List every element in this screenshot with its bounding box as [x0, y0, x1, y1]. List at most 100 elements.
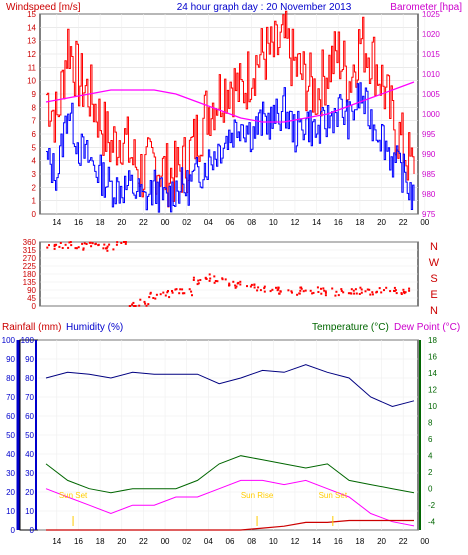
direction-point — [309, 289, 312, 292]
x-tick-label: 16 — [334, 537, 343, 546]
baro-tick-label: 995 — [422, 130, 436, 139]
wind-tick-label: 3 — [32, 170, 37, 179]
direction-point — [91, 242, 94, 245]
baro-tick-label: 1020 — [422, 30, 440, 39]
temperature-tick-label: -4 — [428, 518, 436, 527]
direction-point — [349, 292, 352, 295]
direction-point — [257, 286, 260, 289]
direction-point — [221, 278, 224, 281]
direction-point — [149, 291, 152, 294]
direction-point — [102, 247, 105, 250]
direction-point — [192, 276, 195, 279]
x-tick-label: 08 — [247, 218, 256, 227]
humidity-tick-label: 70 — [25, 393, 34, 402]
compass-label: N — [430, 305, 438, 317]
direction-point — [331, 287, 334, 290]
x-tick-label: 10 — [269, 218, 278, 227]
direction-point — [166, 291, 169, 294]
direction-point — [82, 248, 85, 251]
x-tick-label: 18 — [355, 218, 364, 227]
x-tick-label: 20 — [117, 537, 126, 546]
x-tick-label: 00 — [161, 537, 170, 546]
x-tick-label: 10 — [269, 537, 278, 546]
direction-point — [139, 298, 142, 301]
direction-point — [55, 243, 58, 246]
direction-point — [263, 287, 266, 290]
direction-point — [197, 279, 200, 282]
direction-point — [138, 304, 141, 307]
direction-point — [299, 286, 302, 289]
direction-point — [178, 292, 181, 295]
direction-point — [67, 246, 70, 249]
x-tick-label: 22 — [399, 537, 408, 546]
compass-label: N — [430, 241, 438, 253]
direction-point — [69, 241, 72, 243]
direction-point — [300, 287, 303, 290]
direction-tick-label: 0 — [32, 302, 37, 311]
barometer-line — [45, 81, 415, 123]
sun-event-label: Sun Set — [59, 491, 88, 500]
direction-point — [371, 293, 374, 296]
wind-tick-label: 7 — [32, 117, 37, 126]
x-tick-label: 16 — [74, 537, 83, 546]
direction-point — [290, 290, 293, 293]
direction-point — [334, 294, 337, 297]
temperature-tick-label: -2 — [428, 501, 436, 510]
rainfall-tick-label: 0 — [11, 526, 16, 535]
temperature-tick-label: 4 — [428, 452, 433, 461]
direction-point — [209, 277, 212, 280]
direction-point — [347, 292, 350, 295]
direction-point — [164, 294, 167, 297]
direction-point — [316, 286, 319, 289]
x-tick-label: 22 — [139, 537, 148, 546]
wind-gust-line — [46, 10, 415, 208]
direction-point — [131, 303, 134, 306]
humidity-tick-label: 60 — [25, 412, 34, 421]
direction-point — [299, 289, 302, 292]
direction-point — [108, 243, 111, 246]
rainfall-tick-label: 60 — [6, 412, 15, 421]
sun-event-label: Sun Set — [319, 491, 348, 500]
direction-point — [253, 286, 256, 289]
direction-point — [335, 290, 338, 293]
direction-tick-label: 315 — [23, 246, 37, 255]
direction-point — [368, 288, 371, 291]
rainfall-tick-label: 40 — [6, 450, 15, 459]
x-tick-label: 04 — [204, 537, 213, 546]
humidity-tick-label: 0 — [30, 526, 35, 535]
rainfall-tick-label: 20 — [6, 488, 15, 497]
x-tick-label: 00 — [161, 218, 170, 227]
direction-tick-label: 90 — [27, 286, 36, 295]
x-tick-label: 08 — [247, 537, 256, 546]
direction-tick-label: 225 — [23, 262, 37, 271]
temperature-tick-label: 16 — [428, 353, 437, 362]
humidity-tick-label: 10 — [25, 507, 34, 516]
baro-tick-label: 1000 — [422, 110, 440, 119]
direction-point — [291, 291, 293, 294]
direction-point — [199, 279, 202, 281]
wind-tick-label: 15 — [27, 10, 36, 19]
direction-point — [190, 290, 193, 293]
direction-point — [256, 289, 259, 292]
compass-label: W — [429, 257, 440, 269]
direction-point — [228, 282, 231, 285]
direction-point — [312, 291, 315, 294]
direction-point — [134, 305, 137, 307]
x-tick-label: 14 — [52, 537, 61, 546]
direction-point — [133, 305, 136, 307]
direction-point — [394, 289, 397, 292]
direction-point — [234, 284, 237, 287]
direction-point — [192, 279, 195, 281]
direction-point — [378, 287, 381, 290]
baro-tick-label: 975 — [422, 210, 436, 219]
direction-point — [263, 290, 266, 293]
x-tick-label: 00 — [420, 218, 429, 227]
direction-tick-label: 180 — [23, 270, 37, 279]
x-tick-label: 02 — [182, 537, 191, 546]
wind-tick-label: 6 — [32, 130, 37, 139]
direction-point — [340, 289, 343, 292]
direction-point — [323, 289, 326, 292]
direction-point — [360, 291, 363, 294]
direction-point — [103, 243, 106, 246]
direction-point — [129, 305, 131, 307]
